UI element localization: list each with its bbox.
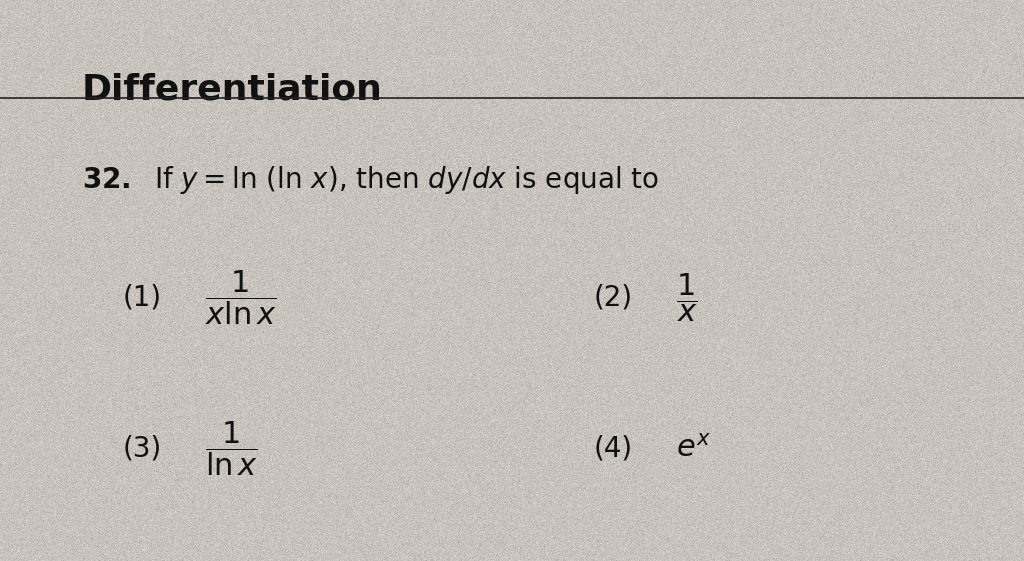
- Text: (1): (1): [123, 283, 162, 311]
- Text: Differentiation: Differentiation: [82, 73, 383, 107]
- Text: (4): (4): [594, 435, 633, 463]
- Text: $\mathbf{32.}$  If $y = \ln\,(\ln\,x)$, then $\mathit{dy/dx}$ is equal to: $\mathbf{32.}$ If $y = \ln\,(\ln\,x)$, t…: [82, 163, 659, 196]
- Text: $e^x$: $e^x$: [676, 434, 711, 463]
- Text: (2): (2): [594, 283, 633, 311]
- Text: $\dfrac{1}{x}$: $\dfrac{1}{x}$: [676, 271, 697, 324]
- Text: $\dfrac{1}{\ln x}$: $\dfrac{1}{\ln x}$: [205, 420, 258, 478]
- Text: (3): (3): [123, 435, 162, 463]
- Text: $\dfrac{1}{x\ln x}$: $\dfrac{1}{x\ln x}$: [205, 268, 276, 327]
